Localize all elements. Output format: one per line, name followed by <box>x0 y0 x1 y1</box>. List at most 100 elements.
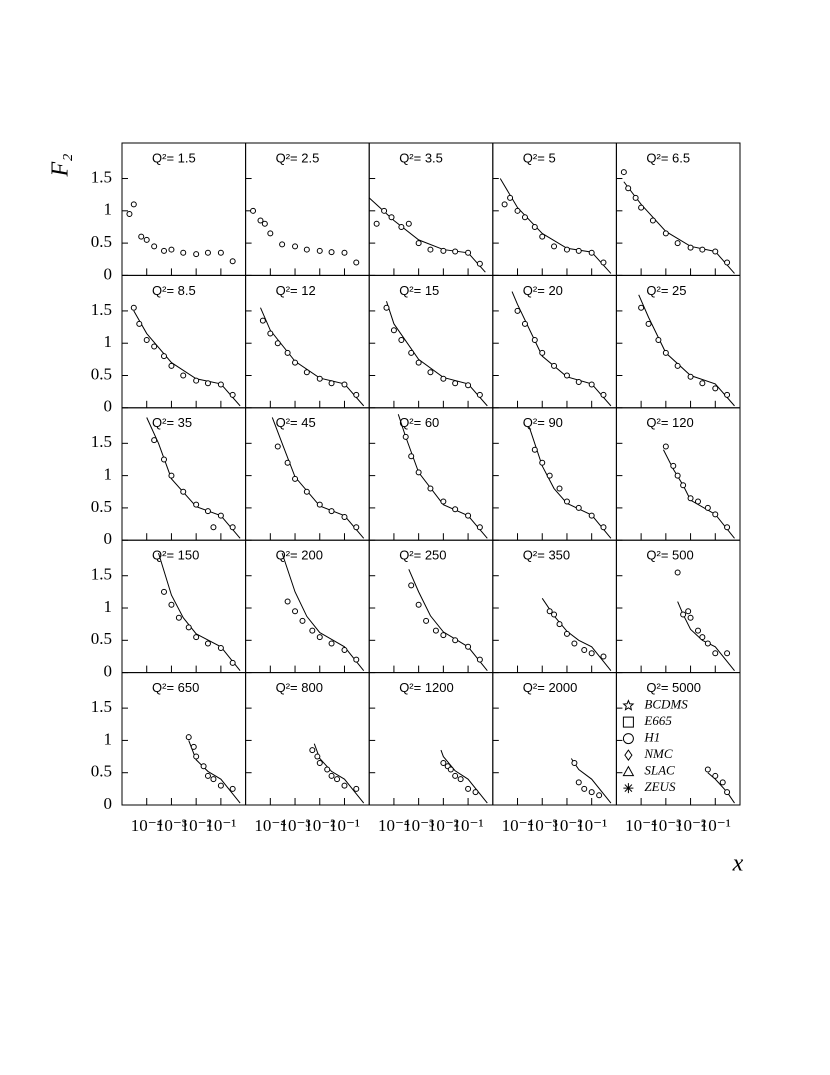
panel-title: Q²= 500 <box>646 548 693 563</box>
data-point <box>596 792 603 799</box>
data-point <box>551 362 558 369</box>
data-point <box>556 485 563 492</box>
panel-title: Q²= 350 <box>523 548 570 563</box>
data-point <box>531 223 538 230</box>
data-point <box>476 260 483 267</box>
panel-title: Q²= 15 <box>399 283 439 298</box>
data-point <box>193 634 200 641</box>
x-tick-label: 10⁻³ <box>527 816 558 835</box>
panel-title: Q²= 250 <box>399 548 446 563</box>
legend-label: BCDMS <box>644 697 688 712</box>
fit-curve <box>638 294 735 407</box>
data-point <box>138 233 145 240</box>
data-point <box>649 217 656 224</box>
data-point <box>160 456 167 463</box>
data-point <box>328 249 335 256</box>
x-tick-label: 10⁻³ <box>403 816 434 835</box>
data-point <box>452 248 459 255</box>
data-point <box>353 656 360 663</box>
data-point <box>687 244 694 251</box>
data-point <box>501 201 508 208</box>
data-point <box>408 349 415 356</box>
data-point <box>193 377 200 384</box>
data-point <box>687 373 694 380</box>
fit-curve <box>528 427 612 539</box>
data-point <box>620 169 627 176</box>
data-point <box>680 482 687 489</box>
data-point <box>546 472 553 479</box>
data-point <box>440 632 447 639</box>
legend-label: E665 <box>643 713 672 728</box>
legend-marker <box>622 733 634 745</box>
data-point <box>662 443 669 450</box>
data-point <box>539 233 546 240</box>
legend-marker <box>622 716 634 728</box>
panel-title: Q²= 5 <box>523 150 556 165</box>
data-point <box>556 621 563 628</box>
data-point <box>284 598 291 605</box>
data-point <box>724 391 731 398</box>
data-point <box>704 504 711 511</box>
data-point <box>388 214 395 221</box>
panel-title: Q²= 2000 <box>523 680 578 695</box>
data-point <box>229 659 236 666</box>
data-point <box>415 469 422 476</box>
data-point <box>452 637 459 644</box>
data-point <box>476 524 483 531</box>
x-tick-label: 10⁻² <box>428 816 459 835</box>
panel-title: Q²= 650 <box>152 680 199 695</box>
data-point <box>160 247 167 254</box>
data-point <box>712 772 719 779</box>
data-point <box>465 249 472 256</box>
data-point <box>229 785 236 792</box>
data-point <box>531 336 538 343</box>
y-tick-label: 0.5 <box>91 232 112 251</box>
data-point <box>259 317 266 324</box>
data-point <box>704 640 711 647</box>
panel-title: Q²= 200 <box>276 548 323 563</box>
fit-curve <box>271 417 365 539</box>
data-point <box>292 475 299 482</box>
x-tick-label: 10⁻⁴ <box>254 816 286 835</box>
data-point <box>279 241 286 248</box>
data-point <box>180 488 187 495</box>
data-point <box>563 630 570 637</box>
legend-label: ZEUS <box>644 779 676 794</box>
data-point <box>465 643 472 650</box>
data-point <box>539 459 546 466</box>
data-point <box>514 207 521 214</box>
data-point <box>217 381 224 388</box>
data-point <box>316 375 323 382</box>
data-point <box>341 249 348 256</box>
data-point <box>204 772 211 779</box>
y-tick-label: 1 <box>104 597 113 616</box>
data-point <box>687 495 694 502</box>
y-tick-label: 0 <box>104 397 113 416</box>
data-point <box>415 601 422 608</box>
data-point <box>126 211 133 218</box>
data-point <box>130 304 137 311</box>
data-point <box>588 249 595 256</box>
data-point <box>229 258 236 265</box>
data-point <box>457 776 464 783</box>
data-point <box>229 391 236 398</box>
y-axis-label: F₂ <box>48 153 74 177</box>
x-axis-label: x <box>732 851 744 877</box>
fit-curve <box>146 417 241 539</box>
data-point <box>687 614 694 621</box>
x-tick-label: 10⁻⁴ <box>131 816 163 835</box>
data-point <box>200 763 207 770</box>
data-point <box>160 588 167 595</box>
data-point <box>581 646 588 653</box>
data-point <box>465 785 472 792</box>
data-point <box>168 601 175 608</box>
data-point <box>274 340 281 347</box>
data-point <box>638 204 645 211</box>
x-tick-label: 10⁻³ <box>280 816 311 835</box>
panel-title: Q²= 120 <box>646 415 693 430</box>
data-point <box>130 201 137 208</box>
data-point <box>136 320 143 327</box>
data-point <box>507 194 514 201</box>
data-point <box>674 240 681 247</box>
data-point <box>440 375 447 382</box>
